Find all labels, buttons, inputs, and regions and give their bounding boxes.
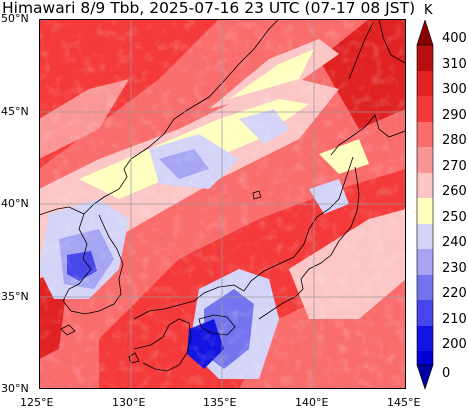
graticule [39,19,406,389]
island-coastline [252,190,262,200]
map-frame [39,19,406,389]
sakhalin-coastline [348,22,374,80]
colorbar-segment [417,198,433,224]
lat-tick-label: 40°N [1,197,29,210]
colorbar-segment [417,45,433,71]
lon-tick-label: 130°E [112,396,146,409]
colorbar-label: 270 [442,159,467,174]
colorbar-segment [417,96,433,122]
colorbar-label: 220 [442,286,467,301]
island-coastline [128,352,140,364]
satellite-map [39,19,406,389]
island-coastline [60,324,76,336]
colorbar-segment [417,275,433,300]
colorbar-label: 250 [442,210,467,225]
colorbar-label: 200 [442,337,467,352]
lat-tick-label: 45°N [1,105,29,118]
colorbar-segment [417,249,433,275]
japan-coastline [258,166,360,320]
colorbar-label: 300 [442,82,467,97]
lon-tick-label: 125°E [20,396,54,409]
colorbar-label: 240 [442,235,467,250]
colorbar-extend-max [416,20,434,46]
colorbar-label: 310 [442,57,467,72]
colorbar-segment [417,224,433,249]
colorbar-extend-min [416,364,434,390]
colorbar-segment [417,147,433,173]
lat-tick-label: 35°N [1,290,29,303]
lon-tick-label: 135°E [203,396,237,409]
colorbar-segment [417,300,433,326]
japan-coastline [133,156,354,320]
coastlines [39,19,406,372]
colorbar-segment [417,326,433,351]
lon-tick-label: 140°E [295,396,329,409]
colorbar-label: 210 [442,312,467,327]
colorbar-frame [416,44,434,366]
japan-coastline [133,318,192,372]
korea-coastline [62,213,124,315]
colorbar-segment [417,351,433,365]
colorbar-label: 230 [442,261,467,276]
lat-tick-label: 30°N [1,382,29,395]
colorbar-unit: K [424,3,433,18]
lat-tick-label: 50°N [1,12,29,25]
hokkaido-coastline [330,114,406,156]
colorbar-segment [417,71,433,96]
colorbar [416,20,434,390]
colorbar-label: 290 [442,108,467,123]
japan-coastline [198,314,236,336]
korea-coastline [39,19,280,216]
map-title: Himawari 8/9 Tbb, 2025-07-16 23 UTC (07-… [2,0,416,17]
colorbar-label: 280 [442,133,467,148]
colorbar-label: 0 [442,366,451,381]
colorbar-label: 400 [442,31,467,46]
colorbar-segment [417,173,433,198]
lon-tick-label: 145°E [387,396,421,409]
colorbar-segment [417,122,433,147]
sakhalin-coastline [378,19,406,64]
colorbar-label: 260 [442,184,467,199]
